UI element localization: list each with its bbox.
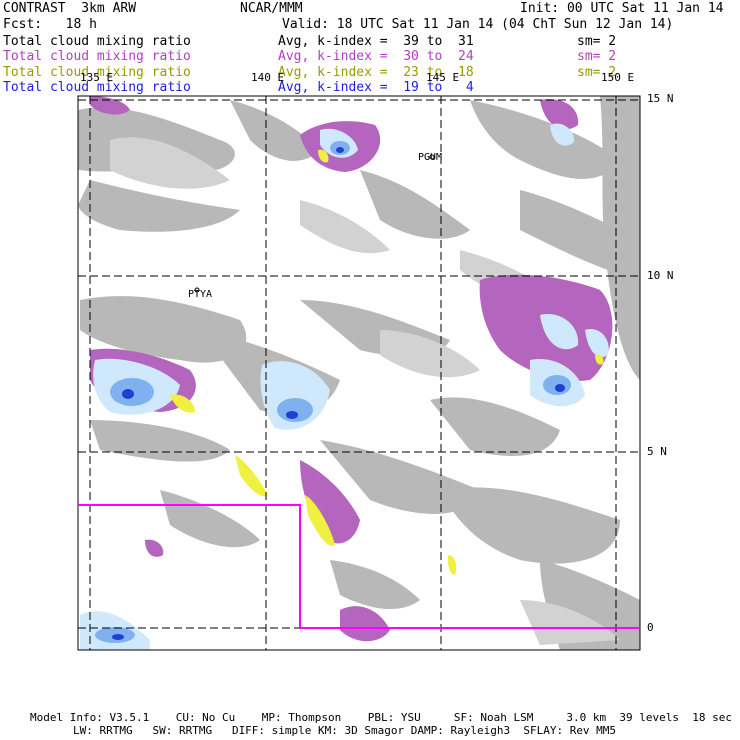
field-name: Total cloud mixing ratio (3, 49, 191, 64)
lat-label: 5 N (647, 445, 667, 458)
station-marker-ptya (194, 287, 200, 293)
cloud-field-layer (78, 96, 640, 650)
lat-label: 0 (647, 621, 654, 634)
place-label-pgum: PGUM (418, 152, 443, 163)
lon-label: 140 E (251, 71, 285, 84)
field-sm: sm= 2 (577, 65, 617, 80)
field-avg: Avg, k-index = 30 to 24 (278, 49, 474, 64)
field-sm: sm= 2 (577, 34, 617, 49)
gray-clouds (78, 96, 640, 650)
org-name: NCAR/MMM (240, 1, 303, 16)
footer-physics-info: LW: RRTMG SW: RRTMG DIFF: simple KM: 3D … (73, 724, 617, 737)
lat-label: 15 N (647, 92, 674, 105)
lon-label: 145 E (426, 71, 460, 84)
field-avg: Avg, k-index = 23 to 18 (278, 65, 474, 80)
field-sm: sm= 2 (577, 49, 617, 64)
domain-boundary (78, 504, 640, 629)
forecast-hour: Fcst: 18 h (3, 17, 97, 32)
field-name: Total cloud mixing ratio (3, 80, 191, 95)
lon-label: 135 E (80, 71, 114, 84)
yellow-clouds (170, 149, 604, 575)
plot-frame (77, 95, 641, 651)
model-name: CONTRAST 3km ARW (3, 1, 137, 16)
init-time: Init: 00 UTC Sat 11 Jan 14 (520, 1, 724, 16)
lat-label: 10 N (647, 269, 674, 282)
place-label-ptya: PTYA (188, 289, 213, 300)
darkblue-cores (112, 147, 565, 640)
lon-label: 150 E (601, 71, 635, 84)
field-avg: Avg, k-index = 39 to 31 (278, 34, 474, 49)
field-avg: Avg, k-index = 19 to 4 (278, 80, 474, 95)
field-name: Total cloud mixing ratio (3, 65, 191, 80)
valid-time: Valid: 18 UTC Sat 11 Jan 14 (04 ChT Sun … (282, 17, 674, 32)
footer-model-info: Model Info: V3.5.1 CU: No Cu MP: Thompso… (30, 711, 732, 724)
station-marker-pgum (429, 154, 435, 160)
field-name: Total cloud mixing ratio (3, 34, 191, 49)
